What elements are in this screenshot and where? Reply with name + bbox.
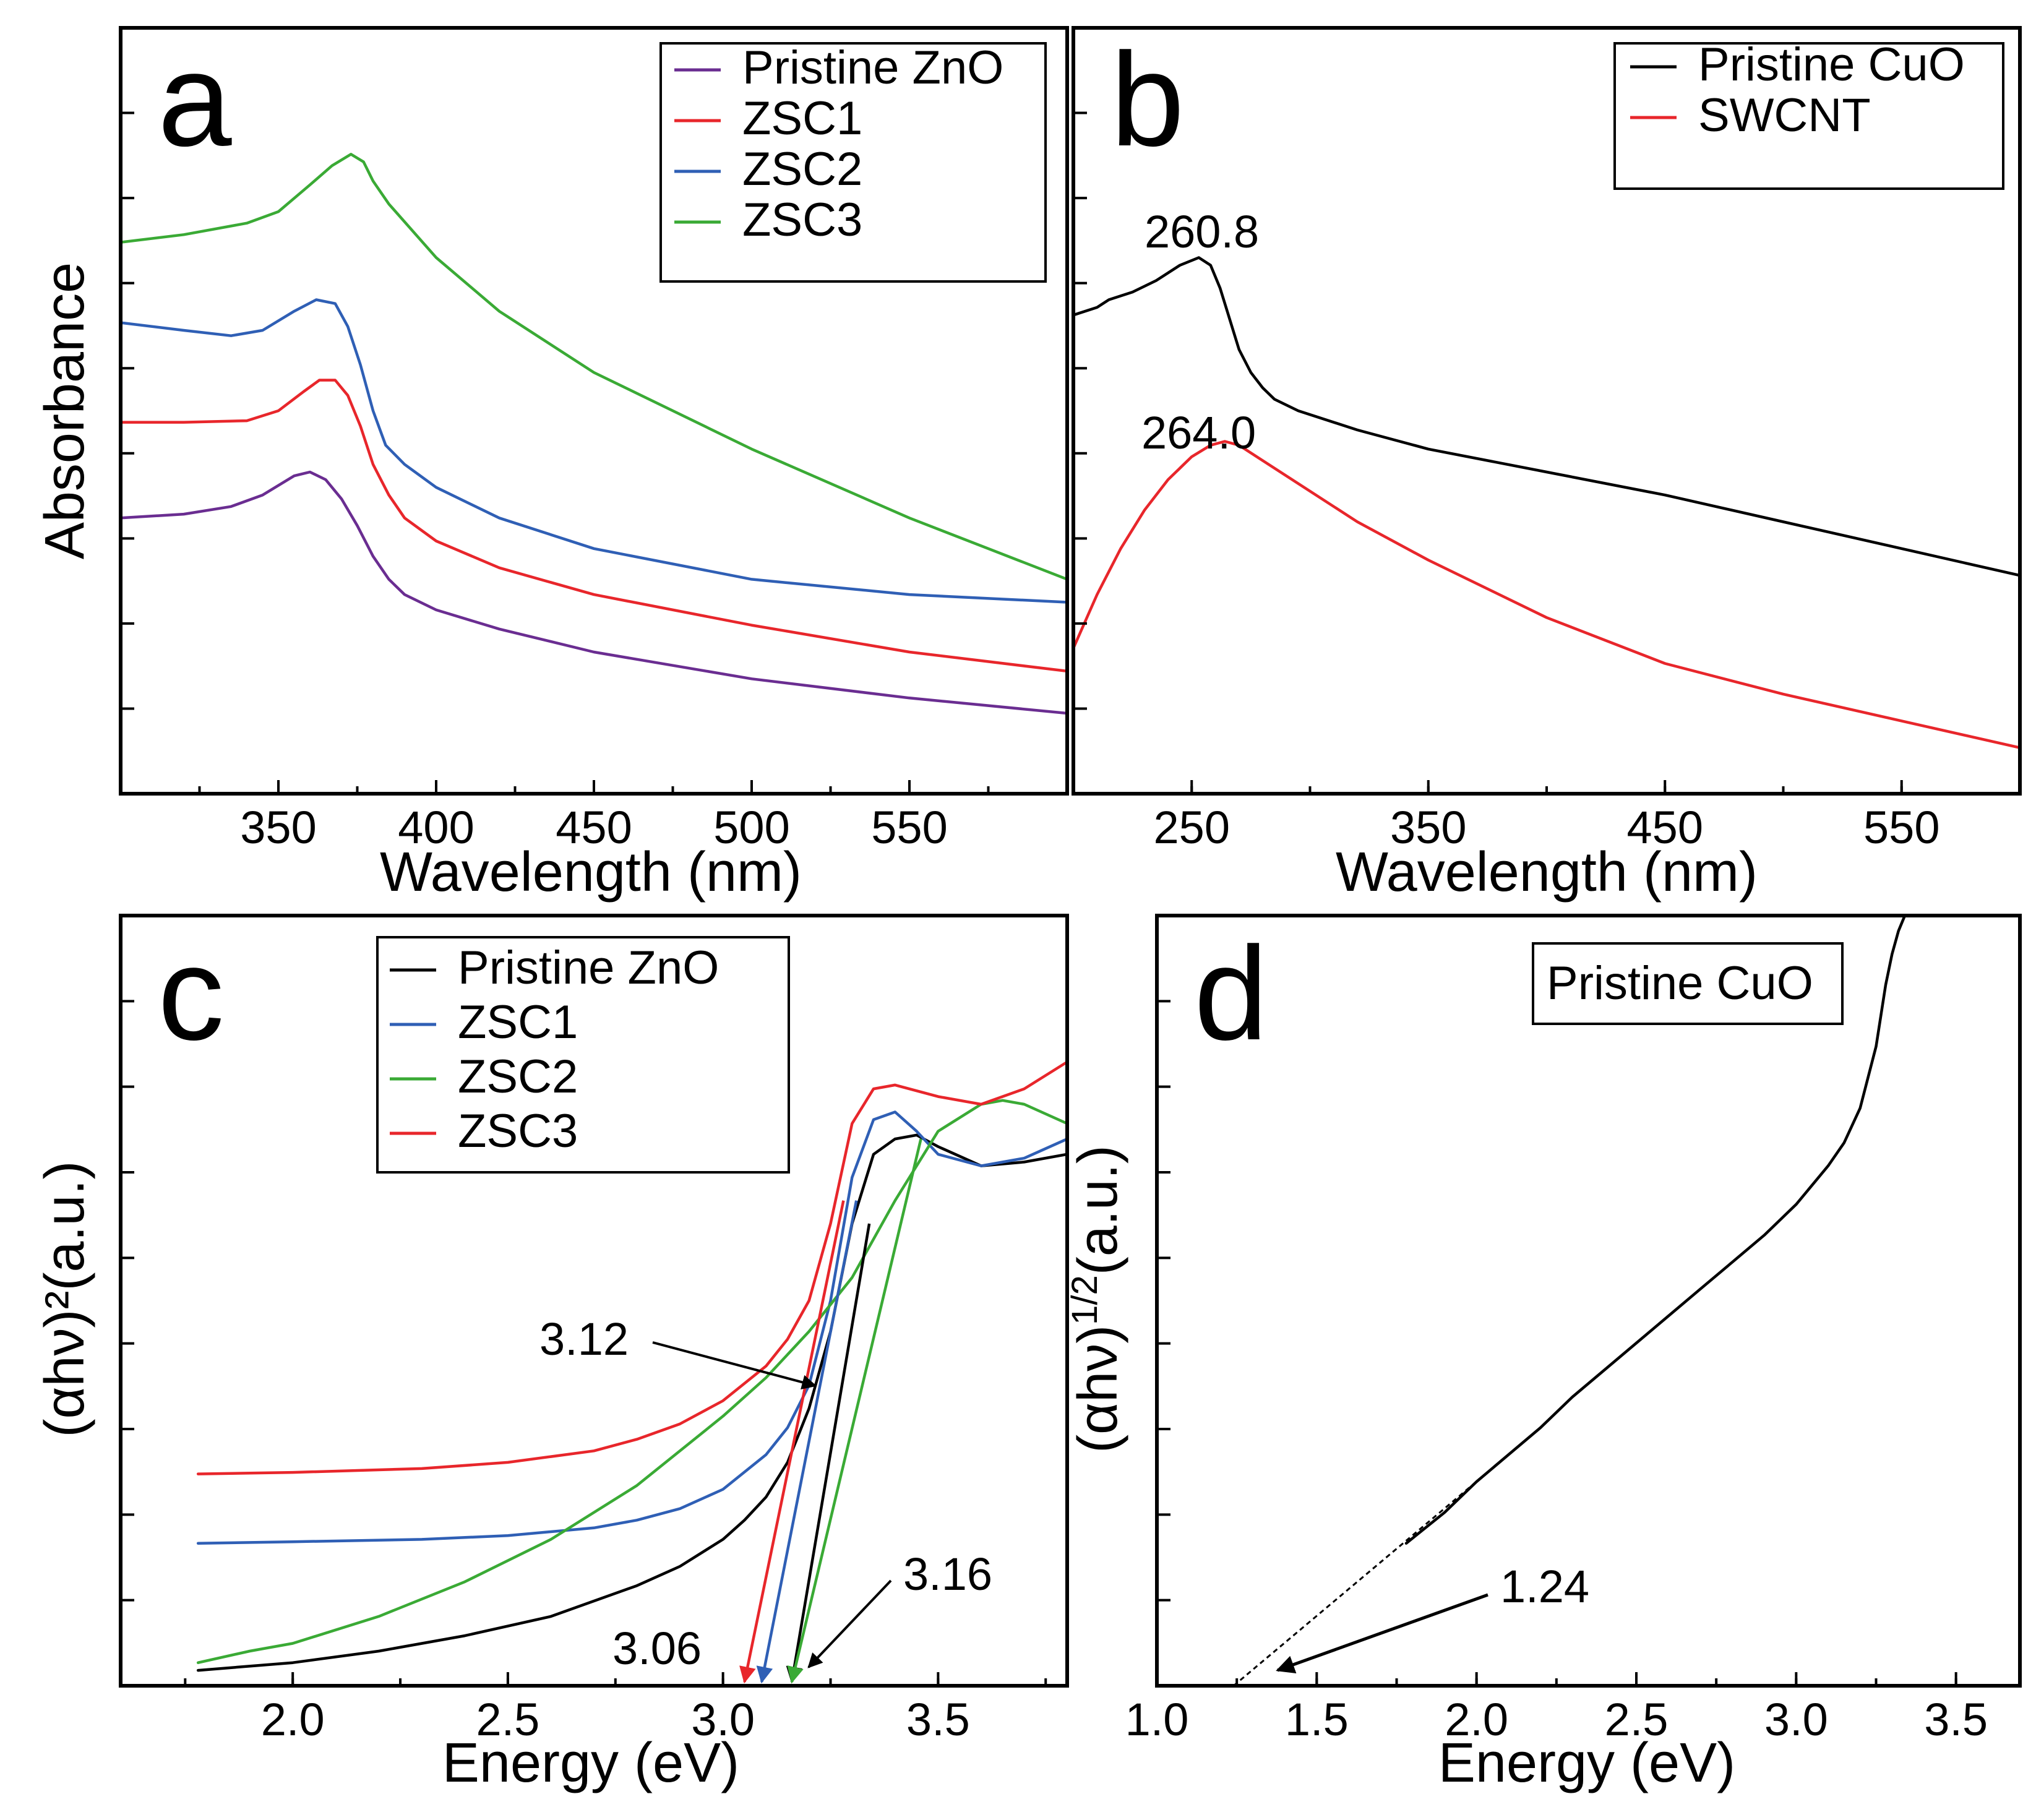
xtick-label-c-3: 3.0 xyxy=(691,1694,755,1745)
xtick-label-a-450: 450 xyxy=(556,802,632,853)
panel-b-ticks: 250 350 450 550 xyxy=(1072,111,2021,853)
legend-label-c-0: Pristine ZnO xyxy=(458,942,719,994)
panel-a-xlabel: Wavelength (nm) xyxy=(380,841,802,903)
tangent-line-2 xyxy=(786,1223,871,1684)
panel-d-ylabel: (αhν)1/2(a.u.) xyxy=(1065,1145,1129,1453)
annotation-1-24: 1.24 xyxy=(1500,1561,1589,1612)
legend-label-d-0: Pristine CuO xyxy=(1547,957,1813,1010)
panel-c-frame xyxy=(119,914,1069,1688)
legend-label-a-3: ZSC3 xyxy=(742,194,862,246)
annotation-3-12-arrow xyxy=(652,1341,817,1390)
xtick-label-d-2: 2.0 xyxy=(1445,1694,1508,1745)
series-a-zsc1 xyxy=(121,379,1067,673)
panel-d-frame xyxy=(1155,914,2022,1688)
legend-label-b-1: SWCNT xyxy=(1698,89,1871,142)
panel-c-ticks: 2.0 2.5 3.0 3.5 xyxy=(121,1000,1047,1745)
xtick-label-b-550: 550 xyxy=(1863,802,1939,853)
series-b-pristine-cuo xyxy=(1073,256,2020,577)
annotation-264-0: 264.0 xyxy=(1141,407,1256,458)
panel-c-legend-box xyxy=(376,936,790,1174)
series-c-zsc3 xyxy=(196,1060,1067,1475)
panel-d-ticks: 1.0 1.5 2.0 2.5 3.0 3.5 xyxy=(1125,1000,1988,1745)
series-d-pristine-cuo xyxy=(1404,916,1907,1545)
legend-label-c-2: ZSC2 xyxy=(458,1050,578,1103)
legend-label-b-0: Pristine CuO xyxy=(1698,38,1965,91)
panel-a-ticks: 350 400 450 500 550 xyxy=(121,111,1068,853)
panel-b: 250 350 450 550 b Wavelength (nm) Pristine … xyxy=(1072,25,2022,903)
tangent-line-1 xyxy=(756,1200,858,1684)
xtick-label-b-250: 250 xyxy=(1154,802,1230,853)
annotation-3-12: 3.12 xyxy=(539,1313,629,1365)
panel-b-legend-box xyxy=(1613,42,2004,190)
xtick-label-a-550: 550 xyxy=(871,802,947,853)
panel-b-series xyxy=(1073,256,2020,749)
panel-a: 350 400 450 500 550 a Wavelength (nm) Absorb… xyxy=(34,25,1069,903)
xtick-label-d-3.5: 3.5 xyxy=(1924,1694,1988,1745)
series-b-swcnt xyxy=(1073,440,2020,749)
annotation-3-16-arrow xyxy=(807,1579,892,1668)
xtick-label-d-1.5: 1.5 xyxy=(1285,1694,1349,1745)
tangent-line-0 xyxy=(739,1200,845,1684)
xtick-label-b-450: 450 xyxy=(1627,802,1703,853)
panel-b-xlabel: Wavelength (nm) xyxy=(1336,841,1758,903)
xtick-label-a-500: 500 xyxy=(713,802,789,853)
xtick-label-a-350: 350 xyxy=(240,802,316,853)
tangent-line-3 xyxy=(787,1138,922,1684)
series-a-pristine-zno xyxy=(121,470,1067,715)
xtick-label-d-3: 3.0 xyxy=(1764,1694,1828,1745)
panel-a-letter: a xyxy=(158,25,232,174)
legend-label-c-3: ZSC3 xyxy=(458,1105,578,1157)
series-a-zsc3 xyxy=(121,153,1067,581)
xtick-label-c-2: 2.0 xyxy=(261,1694,325,1745)
panel-a-series xyxy=(121,153,1067,715)
panel-d-ylabel-exponent: 1/2 xyxy=(1065,1275,1105,1325)
xtick-label-b-350: 350 xyxy=(1390,802,1466,853)
series-a-zsc2 xyxy=(121,298,1067,604)
panel-d-legend-box xyxy=(1532,942,1844,1025)
series-c-zsc1 xyxy=(196,1110,1067,1545)
panel-d-series xyxy=(1233,916,1907,1686)
legend-label-c-1: ZSC1 xyxy=(458,996,578,1049)
annotation-260-8: 260.8 xyxy=(1145,206,1259,257)
xtick-label-d-1: 1.0 xyxy=(1125,1694,1189,1745)
panel-a-legend-box xyxy=(659,42,1047,283)
xtick-label-c-3.5: 3.5 xyxy=(906,1694,970,1745)
legend-label-a-0: Pristine ZnO xyxy=(742,41,1003,94)
panel-a-ylabel: Absorbance xyxy=(34,262,96,559)
extrapolation-line xyxy=(1233,1454,1510,1686)
panel-c-series xyxy=(196,1060,1067,1684)
panel-d-letter: d xyxy=(1194,919,1268,1068)
panel-c-ylabel: (αhν)²(a.u.) xyxy=(34,1161,96,1437)
xtick-label-c-2.5: 2.5 xyxy=(476,1694,539,1745)
legend-label-a-2: ZSC2 xyxy=(742,143,862,195)
annotation-3-16: 3.16 xyxy=(903,1548,992,1600)
xtick-label-a-400: 400 xyxy=(398,802,474,853)
panel-c: 2.0 2.5 3.0 3.5 c Energy (eV) (αhν)²(a.u.) … xyxy=(34,914,1069,1794)
panel-c-xlabel: Energy (eV) xyxy=(442,1732,739,1794)
panel-d-xlabel: Energy (eV) xyxy=(1438,1732,1735,1794)
panel-c-letter: c xyxy=(158,919,225,1068)
panel-b-letter: b xyxy=(1110,25,1185,174)
panel-d: 1.0 1.5 2.0 2.5 3.0 3.5 d Energy (eV) (αhν)1/… xyxy=(1065,914,2022,1794)
xtick-label-d-2.5: 2.5 xyxy=(1605,1694,1669,1745)
panel-d-legend: Pristine CuO xyxy=(1532,942,1844,1025)
annotation-3-06: 3.06 xyxy=(612,1623,702,1674)
legend-label-a-1: ZSC1 xyxy=(742,92,862,145)
annotation-1-24-arrow xyxy=(1276,1593,1488,1673)
